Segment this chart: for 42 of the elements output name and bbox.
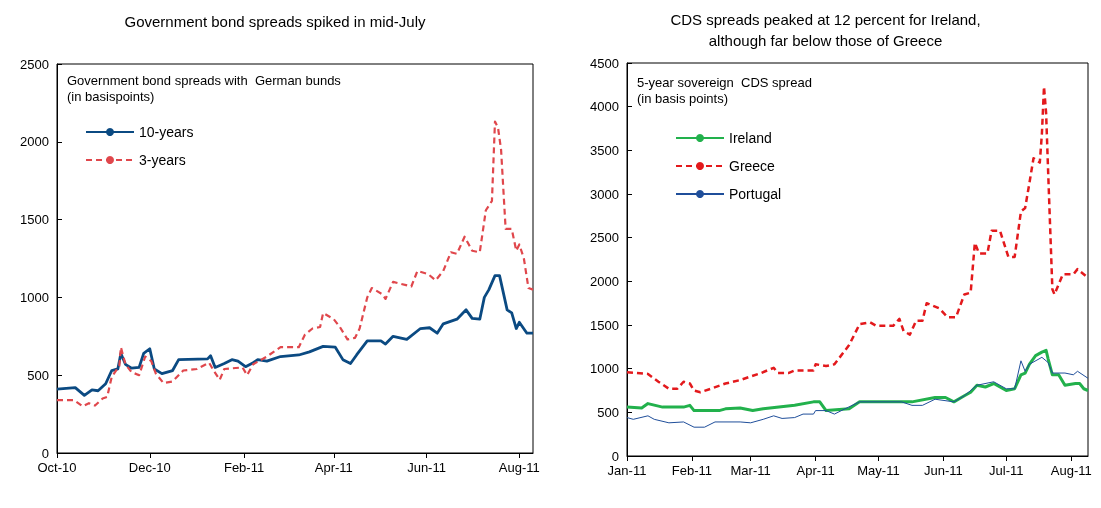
x-tick-label: Jun-11 xyxy=(407,460,446,475)
line-series xyxy=(626,356,1089,428)
x-tick-label: Aug-11 xyxy=(1050,463,1092,478)
y-tick-label: 1500 xyxy=(20,212,49,228)
legend-label: 3-years xyxy=(139,152,186,168)
x-tick-label: Feb-11 xyxy=(223,460,265,475)
y-axis-title: Government bond spreads with German bunds (in basispoints) xyxy=(67,72,342,104)
y-tick-label: 3500 xyxy=(590,142,619,158)
y-tick-label: 500 xyxy=(27,367,49,383)
y-tick-label: 0 xyxy=(611,448,619,464)
y-tick-label: 4500 xyxy=(590,55,619,71)
chart-title: CDS spreads peaked at 12 percent for Ireland, although far below those of Greece xyxy=(670,11,981,49)
y-tick-label: 0 xyxy=(41,445,49,461)
line-series xyxy=(55,274,535,397)
y-tick-label: 1000 xyxy=(590,361,619,377)
x-tick-label: Oct-10 xyxy=(37,460,77,475)
y-tick-label: 2000 xyxy=(590,273,619,289)
x-tick-label: Feb-11 xyxy=(671,463,713,478)
x-tick-label: Apr-11 xyxy=(314,460,353,475)
legend-label: Portugal xyxy=(729,186,782,202)
y-tick-label: 2000 xyxy=(20,134,49,150)
y-tick-label: 2500 xyxy=(590,230,619,246)
x-tick-label: Aug-11 xyxy=(498,460,540,475)
x-tick-label: Apr-11 xyxy=(796,463,835,478)
x-tick-label: Jun-11 xyxy=(924,463,963,478)
x-tick-label: Dec-10 xyxy=(128,460,171,475)
chart-title: Government bond spreads spiked in mid-July xyxy=(124,13,426,30)
legend-label: 10-years xyxy=(139,124,194,140)
legend-label: Ireland xyxy=(729,130,772,146)
y-tick-label: 1000 xyxy=(20,289,49,305)
y-tick-label: 1500 xyxy=(590,317,619,333)
line-series xyxy=(55,120,535,408)
legend-label: Greece xyxy=(729,158,776,174)
y-tick-label: 2500 xyxy=(20,56,49,72)
y-axis-title: 5-year sovereign CDS spread (in basis points) xyxy=(637,74,812,106)
x-tick-label: Mar-11 xyxy=(730,463,771,478)
y-tick-label: 500 xyxy=(597,404,619,420)
x-tick-label: May-11 xyxy=(857,463,900,478)
y-tick-label: 4000 xyxy=(590,99,619,115)
x-tick-label: Jan-11 xyxy=(607,463,647,478)
x-tick-label: Jul-11 xyxy=(989,463,1024,478)
y-tick-label: 3000 xyxy=(590,186,619,202)
